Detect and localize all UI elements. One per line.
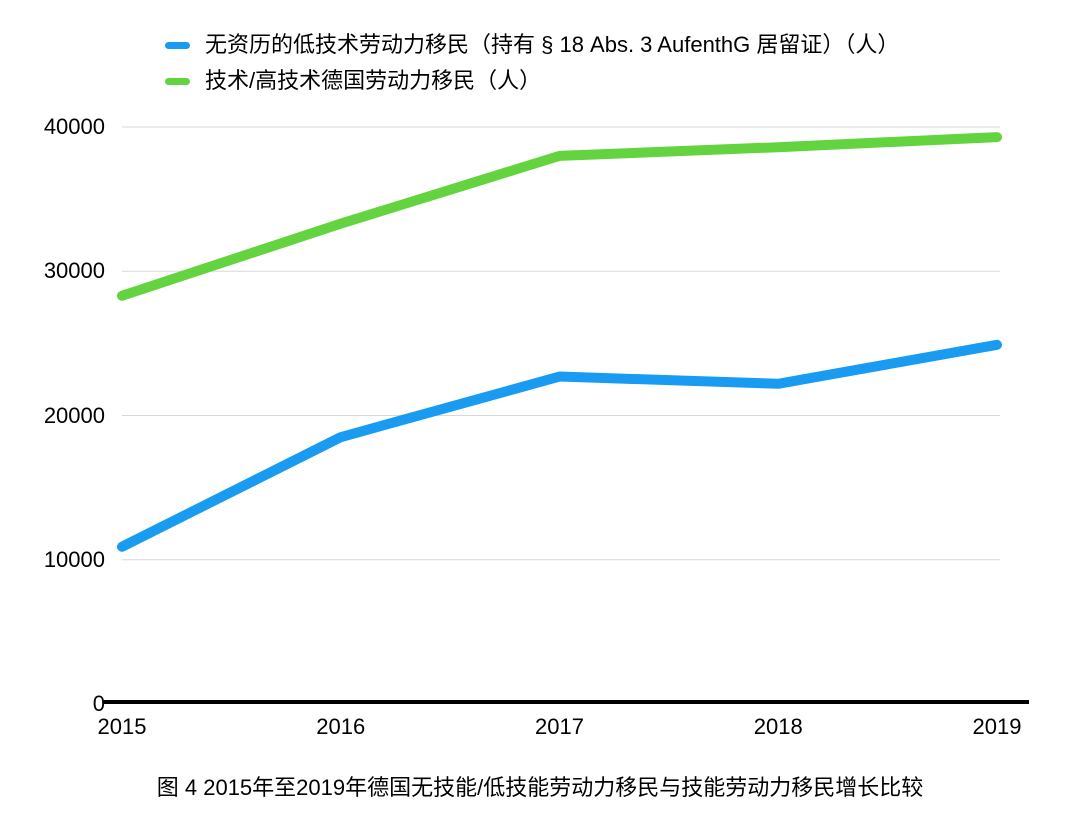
legend-item-skilled: 技术/高技术德国劳动力移民（人） <box>165 63 899 99</box>
x-tick-label-2015: 2015 <box>97 714 147 739</box>
y-tick-label-20000: 20000 <box>43 402 105 428</box>
y-tick-label-0: 0 <box>92 691 105 716</box>
x-tick-label-2016: 2016 <box>316 714 366 739</box>
legend-dash-green-icon <box>165 77 190 85</box>
x-tick-label-2017: 2017 <box>535 714 584 739</box>
legend-dash-blue-icon <box>165 41 190 49</box>
legend-item-unskilled: 无资历的低技术劳动力移民（持有 § 18 Abs. 3 AufenthG 居留证… <box>165 27 899 63</box>
x-tick-label-2019: 2019 <box>972 714 1022 739</box>
y-tick-label-40000: 40000 <box>43 114 105 139</box>
x-tick-label-2018: 2018 <box>753 714 803 739</box>
y-tick-label-30000: 30000 <box>43 258 105 284</box>
y-tick-label-10000: 10000 <box>43 546 105 572</box>
data-series-lines <box>117 132 1002 552</box>
legend-label-unskilled: 无资历的低技术劳动力移民（持有 § 18 Abs. 3 AufenthG 居留证… <box>205 32 900 57</box>
chart-legend: 无资历的低技术劳动力移民（持有 § 18 Abs. 3 AufenthG 居留证… <box>165 27 899 99</box>
gridlines <box>122 126 1000 561</box>
series-line-unskilled-blue <box>117 339 1002 552</box>
legend-label-skilled: 技术/高技术德国劳动力移民（人） <box>205 68 542 93</box>
series-line-skilled-green <box>117 132 1002 301</box>
figure-caption: 图 4 2015年至2019年德国无技能/低技能劳动力移民与技能劳动力移民增长比… <box>156 775 924 800</box>
